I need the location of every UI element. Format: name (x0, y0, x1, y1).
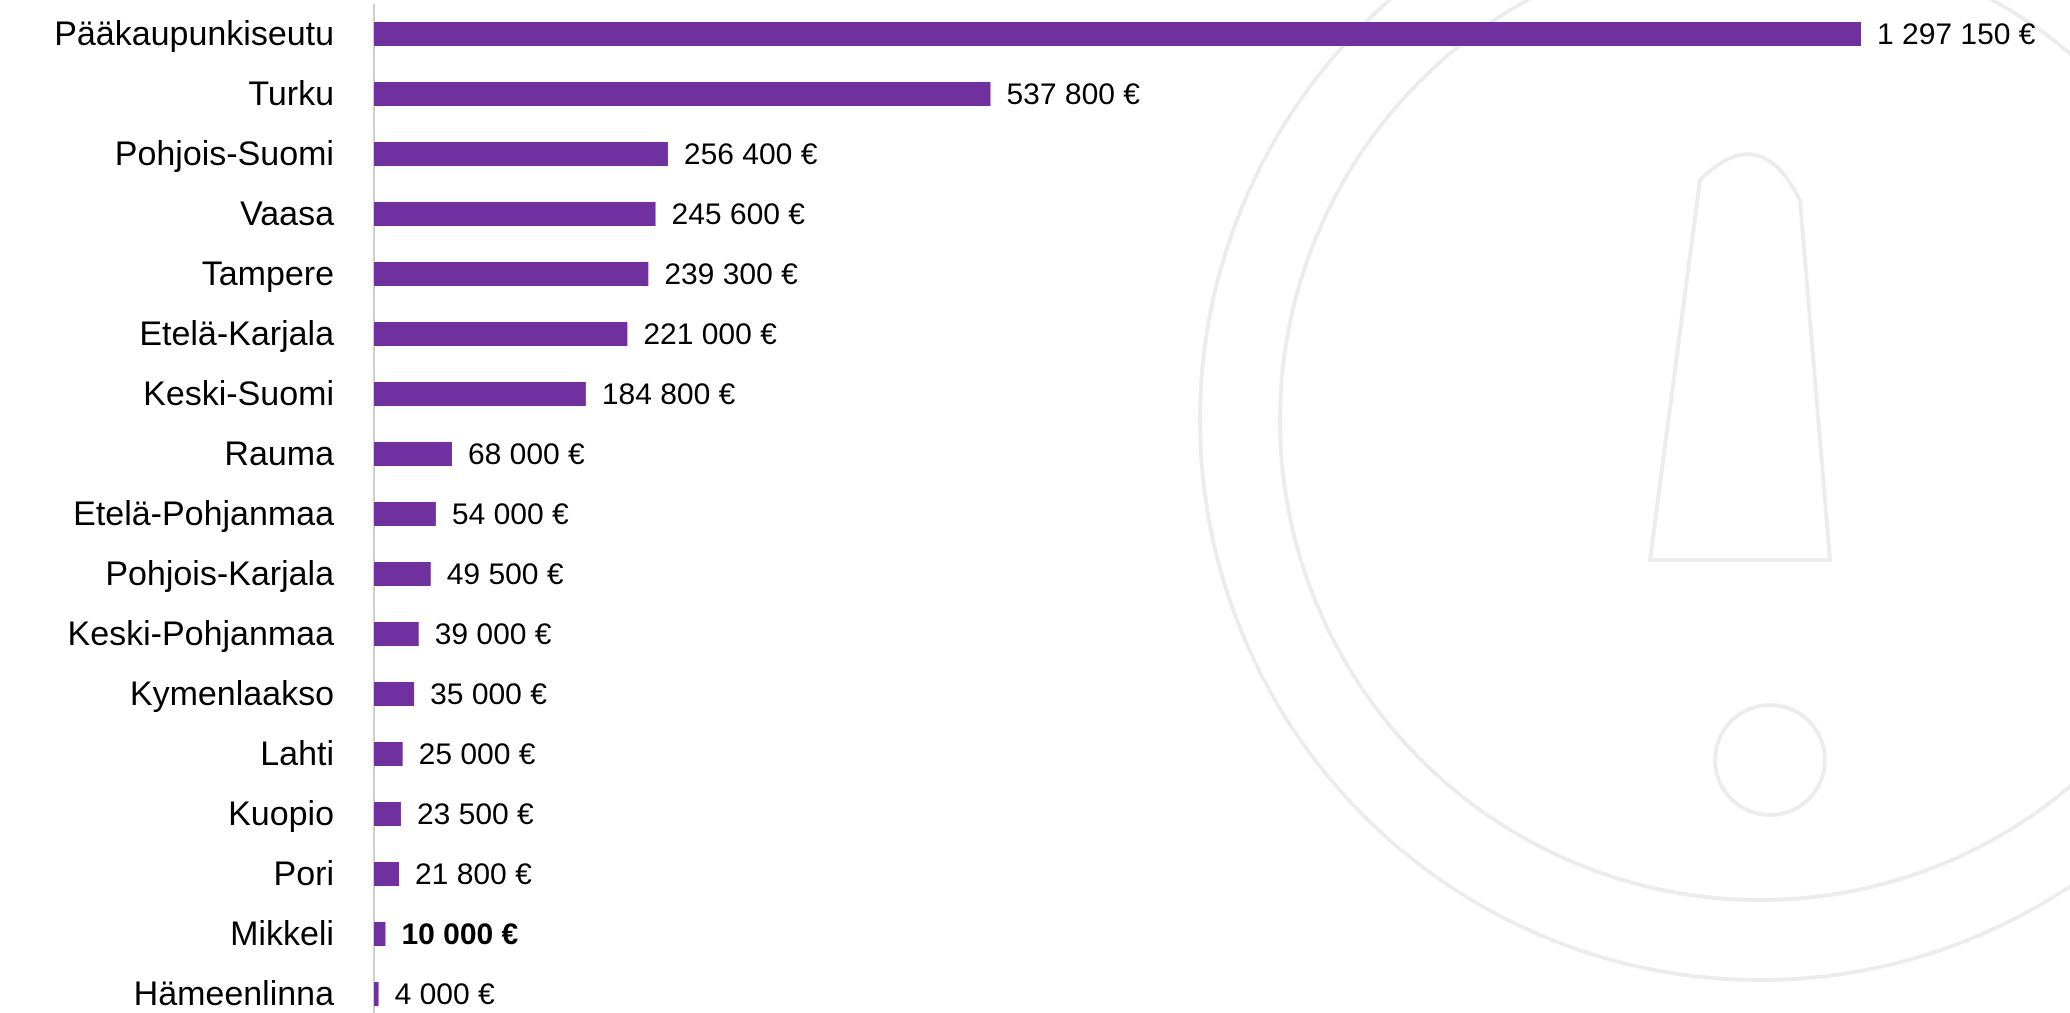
category-label: Hämeenlinna (134, 975, 334, 1013)
category-label: Vaasa (240, 195, 334, 233)
value-label: 221 000 € (643, 318, 777, 351)
value-label: 184 800 € (602, 378, 736, 411)
value-label: 256 400 € (684, 138, 818, 171)
category-label: Kymenlaakso (130, 675, 334, 713)
bar (374, 742, 403, 766)
bar (374, 22, 1861, 46)
bar (374, 322, 628, 346)
bar (374, 682, 415, 706)
bar (374, 442, 452, 466)
value-label: 21 800 € (415, 858, 532, 891)
bar (374, 862, 399, 886)
category-label: Tampere (202, 255, 334, 293)
value-label: 10 000 € (401, 918, 518, 951)
bar (374, 142, 668, 166)
category-label: Pori (274, 855, 334, 893)
category-label: Keski-Pohjanmaa (68, 615, 335, 653)
bar (374, 922, 386, 946)
category-label: Pääkaupunkiseutu (54, 15, 334, 53)
watermark (1198, 0, 2070, 982)
bar (374, 202, 656, 226)
bar (374, 82, 991, 106)
value-label: 1 297 150 € (1877, 18, 2036, 51)
category-label: Kuopio (228, 795, 334, 833)
category-label: Mikkeli (230, 915, 334, 953)
category-label: Pohjois-Suomi (115, 135, 334, 173)
value-label: 35 000 € (430, 678, 547, 711)
category-label: Turku (248, 75, 334, 113)
bar (374, 562, 431, 586)
value-label: 537 800 € (1007, 78, 1141, 111)
bar (374, 982, 379, 1006)
category-label: Etelä-Karjala (139, 315, 334, 353)
bar (374, 622, 419, 646)
value-label: 68 000 € (468, 438, 585, 471)
value-label: 39 000 € (435, 618, 552, 651)
bar (374, 262, 649, 286)
category-label: Etelä-Pohjanmaa (73, 495, 334, 533)
category-label: Pohjois-Karjala (105, 555, 334, 593)
value-label: 245 600 € (672, 198, 806, 231)
value-label: 49 500 € (447, 558, 564, 591)
bar (374, 382, 586, 406)
category-label: Keski-Suomi (143, 375, 334, 413)
bar (374, 502, 436, 526)
value-label: 4 000 € (395, 978, 495, 1011)
value-label: 54 000 € (452, 498, 569, 531)
bar (374, 802, 401, 826)
category-label: Lahti (260, 735, 334, 773)
category-label: Rauma (224, 435, 334, 473)
value-label: 25 000 € (419, 738, 536, 771)
value-label: 239 300 € (664, 258, 798, 291)
value-label: 23 500 € (417, 798, 534, 831)
